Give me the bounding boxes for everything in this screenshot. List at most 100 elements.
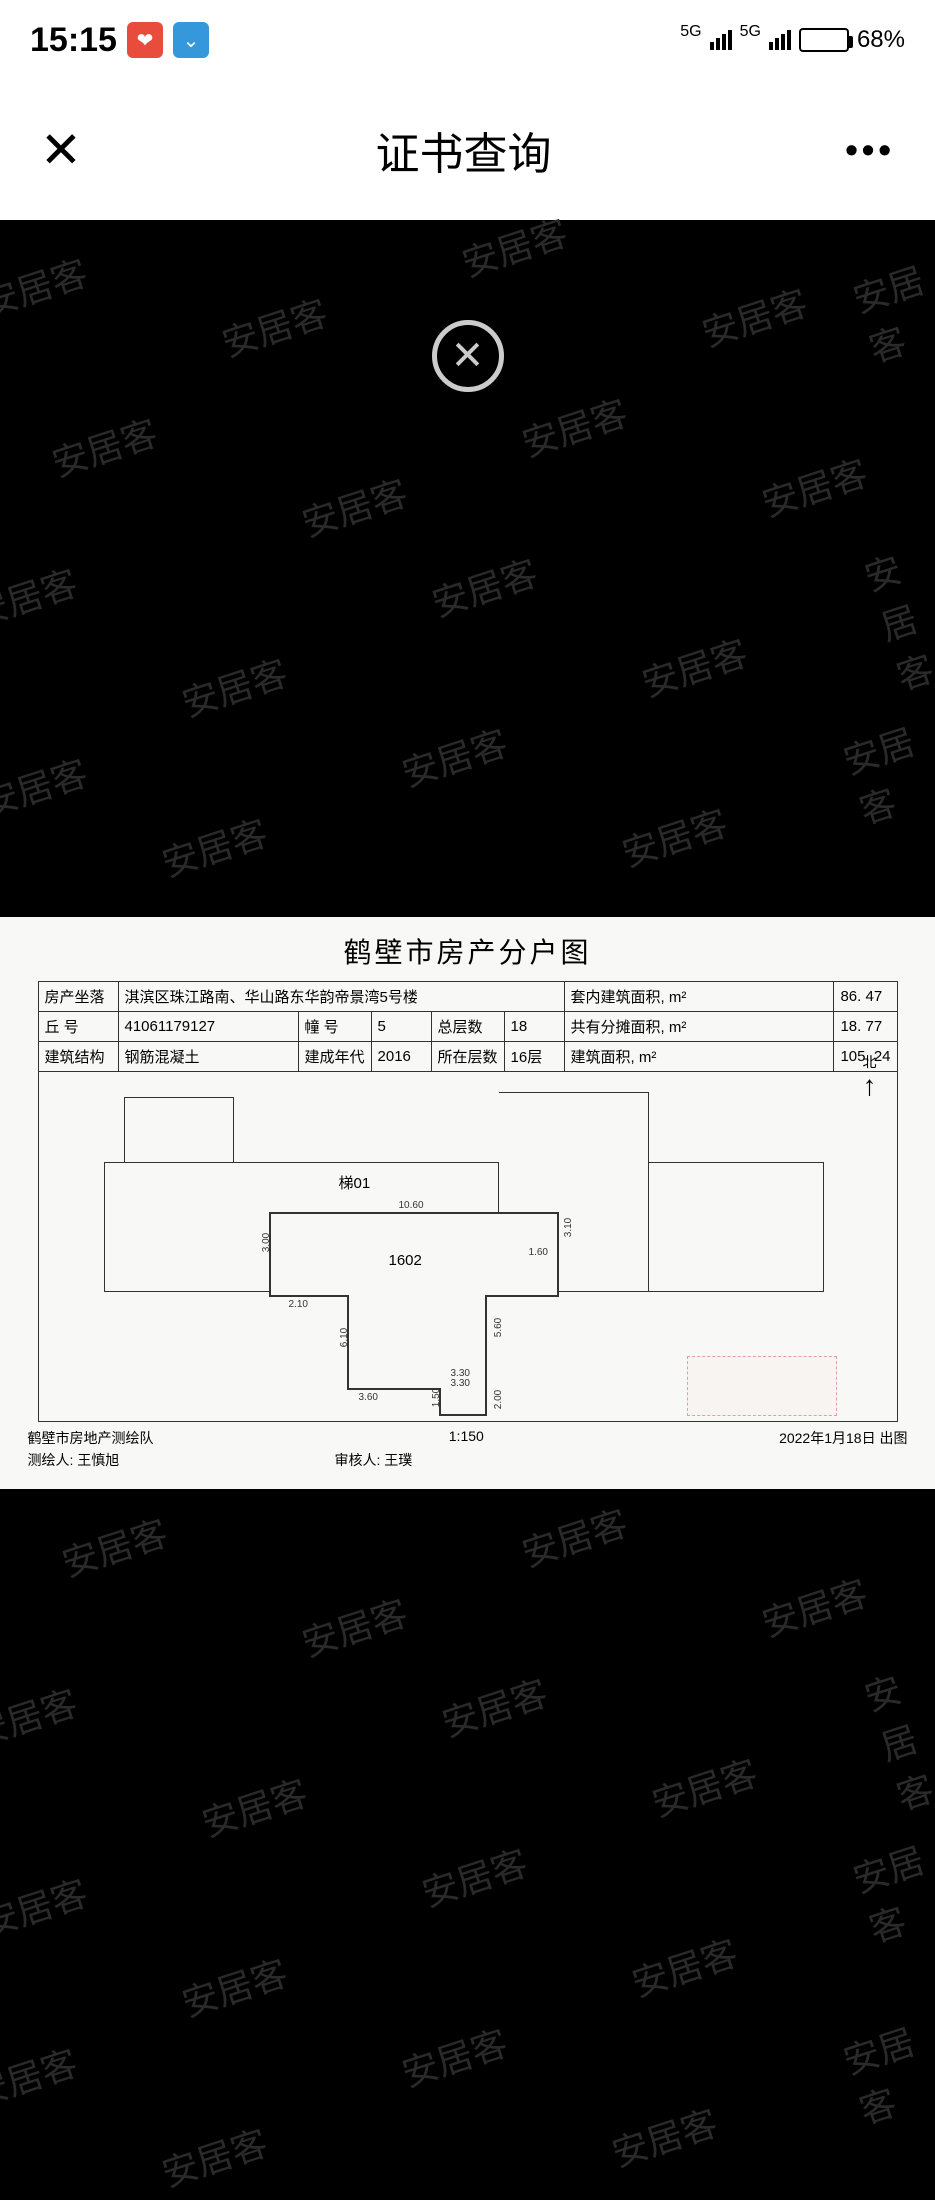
signal-1-icon bbox=[710, 30, 732, 50]
watermark: 安居客 bbox=[836, 2009, 935, 2134]
fp-dim: 2.00 bbox=[493, 1390, 504, 1409]
watermark: 安居客 bbox=[0, 745, 93, 828]
watermark: 安居客 bbox=[857, 535, 935, 700]
watermark: 安居客 bbox=[0, 1865, 93, 1948]
watermark: 安居客 bbox=[836, 709, 935, 834]
cell-value: 淇滨区珠江路南、华山路东华韵帝景湾5号楼 bbox=[118, 982, 564, 1012]
battery-percent: 68% bbox=[857, 26, 905, 54]
watermark: 安居客 bbox=[215, 285, 334, 368]
footer-reviewer: 审核人: 王璞 bbox=[335, 1450, 413, 1470]
watermark: 安居客 bbox=[155, 2115, 274, 2198]
watermark: 安居客 bbox=[0, 1675, 83, 1758]
watermark: 安居客 bbox=[755, 445, 874, 528]
cell-label: 所在层数 bbox=[431, 1042, 504, 1072]
close-icon: ✕ bbox=[451, 333, 485, 379]
watermark: 安居客 bbox=[625, 1925, 744, 2008]
cell-value: 钢筋混凝土 bbox=[118, 1042, 298, 1072]
close-button[interactable]: ✕ bbox=[40, 121, 82, 179]
watermark: 安居客 bbox=[515, 385, 634, 468]
page-title: 证书查询 bbox=[376, 118, 552, 182]
watermark: 安居客 bbox=[195, 1765, 314, 1848]
watermark: 安居客 bbox=[55, 1505, 174, 1588]
footer-surveyor: 测绘人: 王慎旭 bbox=[28, 1450, 120, 1470]
fp-dim: 3.00 bbox=[261, 1233, 272, 1252]
doc-footer-2: 测绘人: 王慎旭 审核人: 王璞 bbox=[28, 1450, 908, 1470]
battery-icon bbox=[799, 28, 849, 52]
fp-block bbox=[649, 1162, 824, 1292]
north-label: 北 bbox=[863, 1052, 877, 1072]
watermark: 安居客 bbox=[45, 405, 164, 488]
watermark: 安居客 bbox=[435, 1665, 554, 1748]
stamp bbox=[687, 1356, 837, 1416]
cell-label: 丘 号 bbox=[38, 1012, 118, 1042]
watermark: 安居客 bbox=[175, 645, 294, 728]
fp-block bbox=[124, 1097, 234, 1162]
watermark: 安居客 bbox=[515, 1495, 634, 1578]
watermark: 安居客 bbox=[605, 2095, 724, 2178]
nav-bar: ✕ 证书查询 ••• bbox=[0, 80, 935, 220]
table-row: 丘 号 41061179127 幢 号 5 总层数 18 共有分摊面积, m² … bbox=[38, 1012, 897, 1042]
cell-label: 幢 号 bbox=[298, 1012, 371, 1042]
more-button[interactable]: ••• bbox=[845, 129, 895, 171]
watermark: 安居客 bbox=[857, 1655, 935, 1820]
doc-footer: 鹤壁市房地产测绘队 1:150 2022年1月18日 出图 bbox=[28, 1428, 908, 1448]
cell-label: 建筑结构 bbox=[38, 1042, 118, 1072]
cell-value: 86. 47 bbox=[834, 982, 897, 1012]
cell-label: 总层数 bbox=[431, 1012, 504, 1042]
watermark: 安居客 bbox=[695, 275, 814, 358]
signal-2-label: 5G bbox=[740, 23, 761, 41]
watermark: 安居客 bbox=[846, 1831, 935, 1953]
watermark: 安居客 bbox=[0, 555, 83, 638]
app-icon-1: ❤ bbox=[127, 22, 163, 58]
watermark: 安居客 bbox=[415, 1835, 534, 1918]
cell-label: 建筑面积, m² bbox=[564, 1042, 834, 1072]
status-bar: 15:15 ❤ ⌄ 5G 5G 68% bbox=[0, 0, 935, 80]
cell-label: 房产坐落 bbox=[38, 982, 118, 1012]
watermark: 安居客 bbox=[846, 251, 935, 373]
table-row: 房产坐落 淇滨区珠江路南、华山路东华韵帝景湾5号楼 套内建筑面积, m² 86.… bbox=[38, 982, 897, 1012]
watermark: 安居客 bbox=[155, 805, 274, 888]
watermark: 安居客 bbox=[295, 1585, 414, 1668]
north-indicator: 北 ↑ bbox=[863, 1052, 877, 1100]
cell-label: 共有分摊面积, m² bbox=[564, 1012, 834, 1042]
fp-unit-label: 1602 bbox=[389, 1252, 422, 1269]
fp-dim: 1.50 bbox=[431, 1388, 442, 1407]
table-row: 建筑结构 钢筋混凝土 建成年代 2016 所在层数 16层 建筑面积, m² 1… bbox=[38, 1042, 897, 1072]
watermark: 安居客 bbox=[615, 795, 734, 878]
fp-dim: 3.60 bbox=[359, 1392, 378, 1403]
cell-value: 16层 bbox=[504, 1042, 564, 1072]
watermark: 安居客 bbox=[755, 1565, 874, 1648]
status-right: 5G 5G 68% bbox=[680, 26, 905, 54]
image-viewer[interactable]: ✕ 安居客 安居客 安居客 安居客 安居客 安居客 安居客 安居客 安居客 安居… bbox=[0, 220, 935, 2200]
footer-org: 鹤壁市房地产测绘队 bbox=[28, 1428, 154, 1448]
viewer-close-button[interactable]: ✕ bbox=[432, 320, 504, 392]
fp-dim: 6.10 bbox=[339, 1328, 350, 1347]
fp-elevator-label: 梯01 bbox=[339, 1172, 371, 1193]
property-table: 房产坐落 淇滨区珠江路南、华山路东华韵帝景湾5号楼 套内建筑面积, m² 86.… bbox=[38, 981, 898, 1072]
cell-value: 2016 bbox=[371, 1042, 431, 1072]
watermark: 安居客 bbox=[395, 2015, 514, 2098]
watermark: 安居客 bbox=[295, 465, 414, 548]
watermark: 安居客 bbox=[635, 625, 754, 708]
fp-dim: 2.10 bbox=[289, 1299, 308, 1310]
fp-dim: 3.10 bbox=[563, 1218, 574, 1237]
cell-value: 41061179127 bbox=[118, 1012, 298, 1042]
footer-scale: 1:150 bbox=[449, 1428, 484, 1448]
property-document: 鹤壁市房产分户图 房产坐落 淇滨区珠江路南、华山路东华韵帝景湾5号楼 套内建筑面… bbox=[0, 917, 935, 1489]
watermark: 安居客 bbox=[425, 545, 544, 628]
signal-2-icon bbox=[769, 30, 791, 50]
status-left: 15:15 ❤ ⌄ bbox=[30, 21, 209, 60]
cell-label: 建成年代 bbox=[298, 1042, 371, 1072]
app-icon-2: ⌄ bbox=[173, 22, 209, 58]
signal-1-label: 5G bbox=[680, 23, 701, 41]
floorplan: 北 ↑ 梯01 1602 10.60 3.00 2.10 6.10 5.60 1… bbox=[38, 1072, 898, 1422]
fp-dim: 5.60 bbox=[493, 1318, 504, 1337]
watermark: 安居客 bbox=[395, 715, 514, 798]
watermark: 安居客 bbox=[175, 1945, 294, 2028]
status-time: 15:15 bbox=[30, 21, 117, 60]
fp-dim: 3.30 bbox=[451, 1378, 470, 1389]
fp-unit bbox=[439, 1388, 487, 1416]
north-arrow-icon: ↑ bbox=[863, 1072, 877, 1100]
cell-value: 5 bbox=[371, 1012, 431, 1042]
watermark: 安居客 bbox=[0, 245, 93, 328]
